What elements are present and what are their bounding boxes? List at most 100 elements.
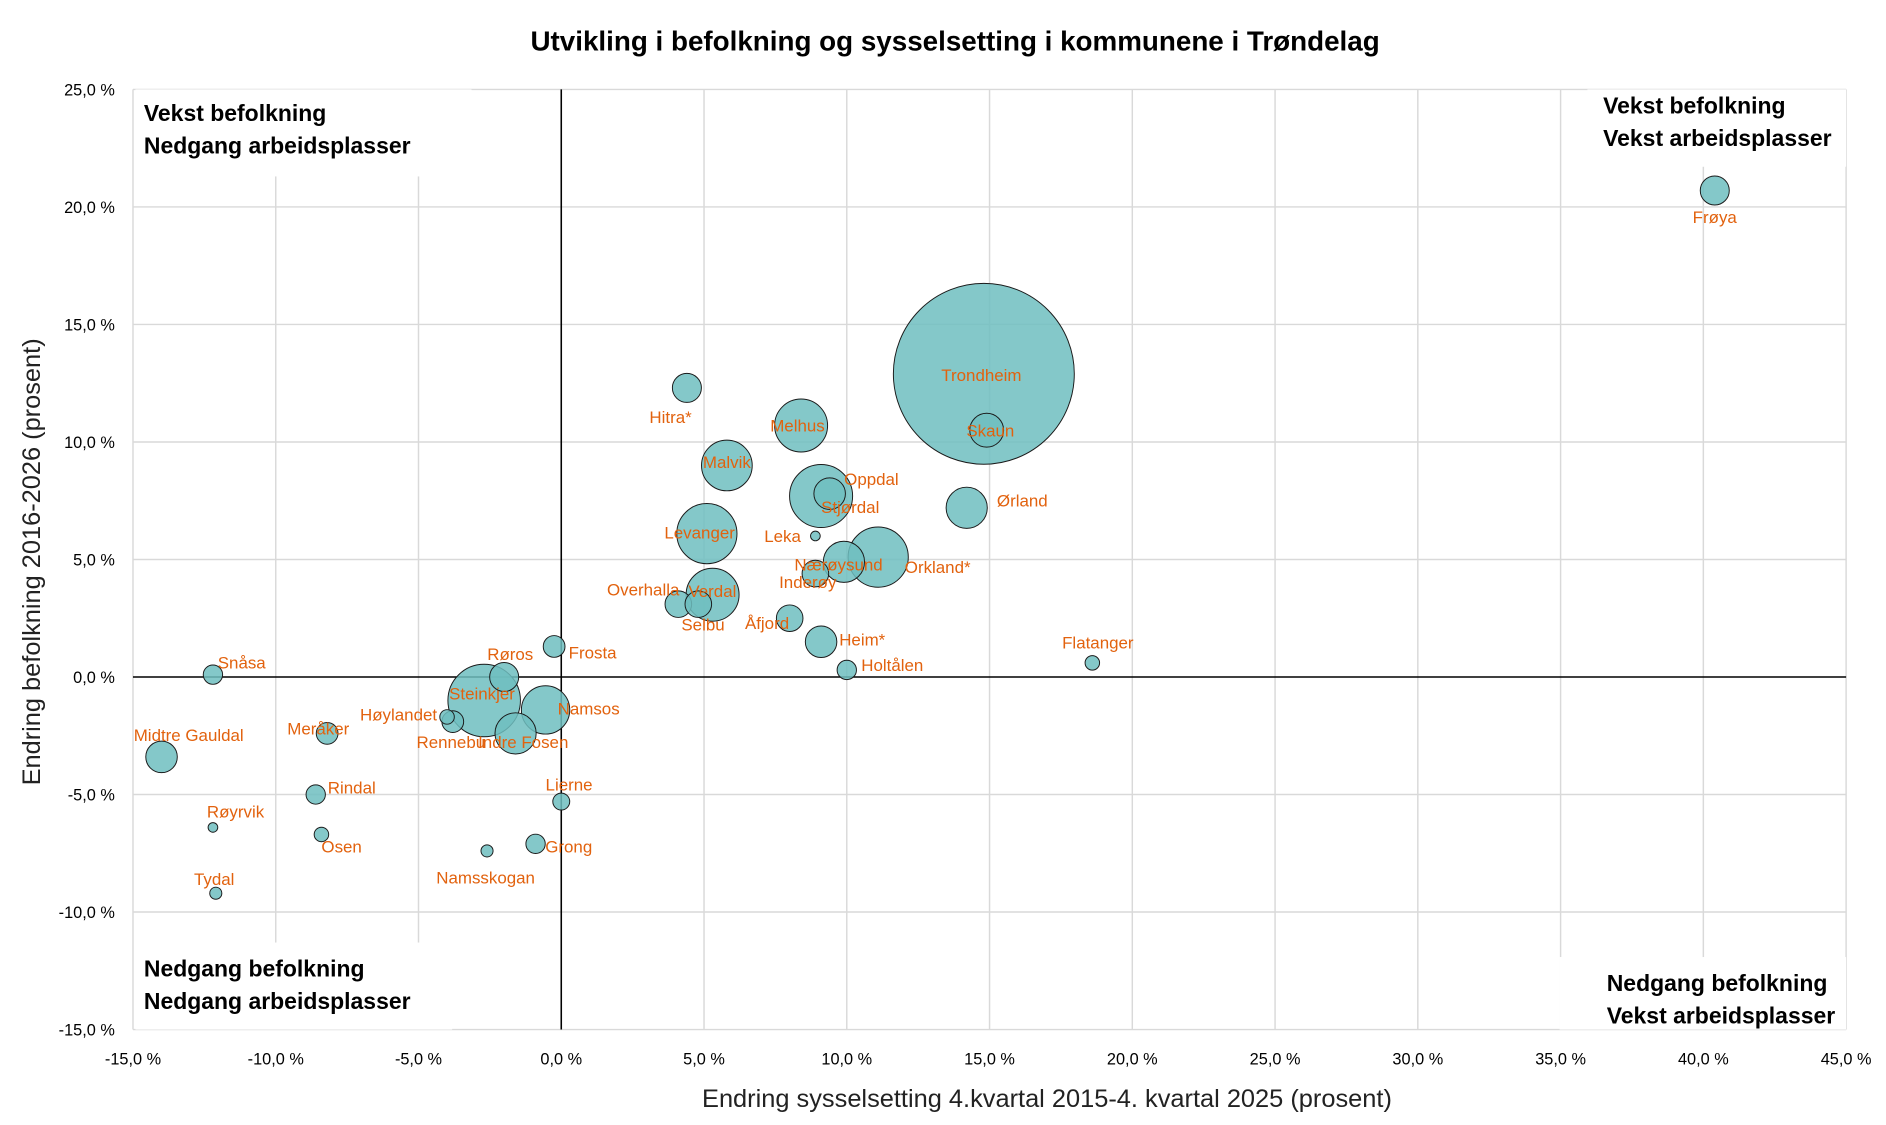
x-axis-title: Endring sysselsetting 4.kvartal 2015-4. …	[702, 1085, 1392, 1113]
point-label: Røros	[487, 645, 533, 664]
bubble-point	[525, 833, 546, 855]
point-label: Trondheim	[941, 366, 1021, 385]
bubble-point	[945, 486, 988, 529]
bubble-point	[969, 412, 1005, 448]
bubble-point	[822, 540, 866, 583]
y-tick-label: 0,0 %	[73, 669, 115, 687]
point-label: Tydal	[194, 870, 234, 889]
x-tick-label: 10,0 %	[821, 1051, 872, 1069]
point-label: Osen	[321, 838, 361, 857]
point-label: Selbu	[681, 616, 724, 635]
bubble-point	[552, 792, 571, 811]
bubble-point	[1084, 655, 1101, 671]
y-tick-label: 15,0 %	[64, 316, 115, 334]
point-label: Snåsa	[218, 654, 267, 673]
x-tick-label: 30,0 %	[1392, 1051, 1443, 1069]
point-label: Stjørdal	[821, 498, 879, 517]
bubble-point	[202, 664, 224, 685]
point-label: Skaun	[966, 421, 1014, 440]
point-label: Frosta	[569, 644, 618, 663]
point-label: Overhalla	[607, 581, 680, 600]
quadrant-label-top-left: Nedgang arbeidsplasser	[144, 132, 411, 158]
x-tick-label: -5,0 %	[395, 1051, 442, 1069]
bubble-point	[315, 722, 339, 745]
point-label: Midtre Gauldal	[134, 726, 244, 745]
bubble-point	[676, 503, 738, 565]
bubble-point	[145, 740, 178, 774]
quadrant-label-box-top-left	[135, 89, 472, 177]
y-tick-label: 5,0 %	[73, 552, 115, 570]
bubble-point	[775, 604, 804, 633]
bubble-point	[804, 625, 838, 658]
bubble-point	[439, 709, 455, 725]
point-label: Steinkjer	[449, 684, 515, 703]
quadrant-label-top-right: Vekst befolkning	[1603, 93, 1785, 119]
bubble-point	[207, 822, 219, 833]
x-tick-label: 15,0 %	[964, 1051, 1015, 1069]
quadrant-label-top-left: Vekst befolkning	[144, 100, 326, 126]
y-axis-title: Endring befolkning 2016-2026 (prosent)	[18, 338, 46, 785]
bubble-point	[801, 559, 830, 588]
y-tick-label: 20,0 %	[64, 199, 115, 217]
point-label: Rennebu	[416, 733, 485, 752]
bubbles	[145, 175, 1730, 900]
point-label: Nærøysund	[794, 555, 882, 574]
point-label: Malvik	[703, 453, 751, 472]
x-tick-label: 40,0 %	[1678, 1051, 1729, 1069]
point-label: Lierne	[546, 776, 593, 795]
bubble-point	[1699, 175, 1730, 206]
bubble-point	[813, 477, 846, 510]
gridlines	[132, 88, 1847, 1031]
point-label: Grong	[545, 837, 592, 856]
y-tick-label: -15,0 %	[59, 1022, 115, 1040]
bubble-point	[774, 398, 829, 453]
x-tick-label: -10,0 %	[248, 1051, 304, 1069]
bubble-point	[494, 712, 537, 755]
point-label: Ørland	[997, 492, 1048, 511]
y-tick-label: 25,0 %	[64, 81, 115, 99]
point-label: Inderøy	[779, 573, 837, 592]
quadrant-label-bottom-right: Nedgang befolkning	[1607, 970, 1828, 996]
bubble-point	[671, 372, 702, 403]
bubble-point	[684, 590, 713, 618]
point-label: Røyrvik	[207, 803, 265, 822]
point-label: Flatanger	[1062, 633, 1134, 652]
bubble-point	[836, 659, 857, 681]
bubble-point	[701, 439, 753, 492]
bubble-point	[480, 844, 494, 858]
bubble-point	[313, 826, 330, 843]
x-tick-label: 20,0 %	[1107, 1051, 1158, 1069]
point-label: Orkland*	[905, 558, 971, 577]
x-tick-label: 35,0 %	[1535, 1051, 1586, 1069]
tick-labels: -15,0 % -10,0 % -5,0 % 0,0 % 5,0 % 10,0 % 15,0…	[59, 81, 1872, 1068]
point-labels: Trondheim Steinkjer Stjørdal Levanger Orklan…	[134, 208, 1738, 889]
point-label: Høylandet	[360, 706, 437, 725]
bubble-point	[542, 635, 566, 658]
quadrant-label-box-top-right	[1587, 89, 1847, 167]
y-tick-label: -10,0 %	[59, 904, 115, 922]
quadrant-label-bottom-left: Nedgang befolkning	[144, 955, 365, 981]
point-label: Frøya	[1693, 208, 1738, 227]
bubble-point	[892, 282, 1075, 465]
point-label: Oppdal	[844, 470, 899, 489]
x-tick-label: 25,0 %	[1250, 1051, 1301, 1069]
bubble-point	[520, 685, 571, 735]
y-tick-label: 10,0 %	[64, 434, 115, 452]
bubble-point	[305, 784, 326, 805]
point-label: Indre Fosen	[478, 733, 568, 752]
quadrant-label-top-right: Vekst arbeidsplasser	[1603, 125, 1832, 151]
point-label: Verdal	[688, 582, 736, 601]
point-label: Leka	[764, 527, 801, 546]
quadrant-label-box-bottom-left	[135, 942, 453, 1030]
x-tick-label: 0,0 %	[540, 1051, 582, 1069]
chart-title: Utvikling i befolkning og sysselsetting …	[530, 26, 1379, 57]
point-label: Heim*	[839, 630, 885, 649]
point-label: Namsos	[558, 700, 620, 719]
x-tick-label: 45,0 %	[1821, 1051, 1872, 1069]
quadrant-labels: Vekst befolkning Nedgang arbeidsplasser Ve…	[135, 89, 1847, 1030]
y-tick-label: -5,0 %	[68, 787, 115, 805]
quadrant-label-bottom-left: Nedgang arbeidsplasser	[144, 988, 411, 1014]
point-label: Levanger	[664, 523, 735, 542]
point-label: Rindal	[328, 778, 376, 797]
